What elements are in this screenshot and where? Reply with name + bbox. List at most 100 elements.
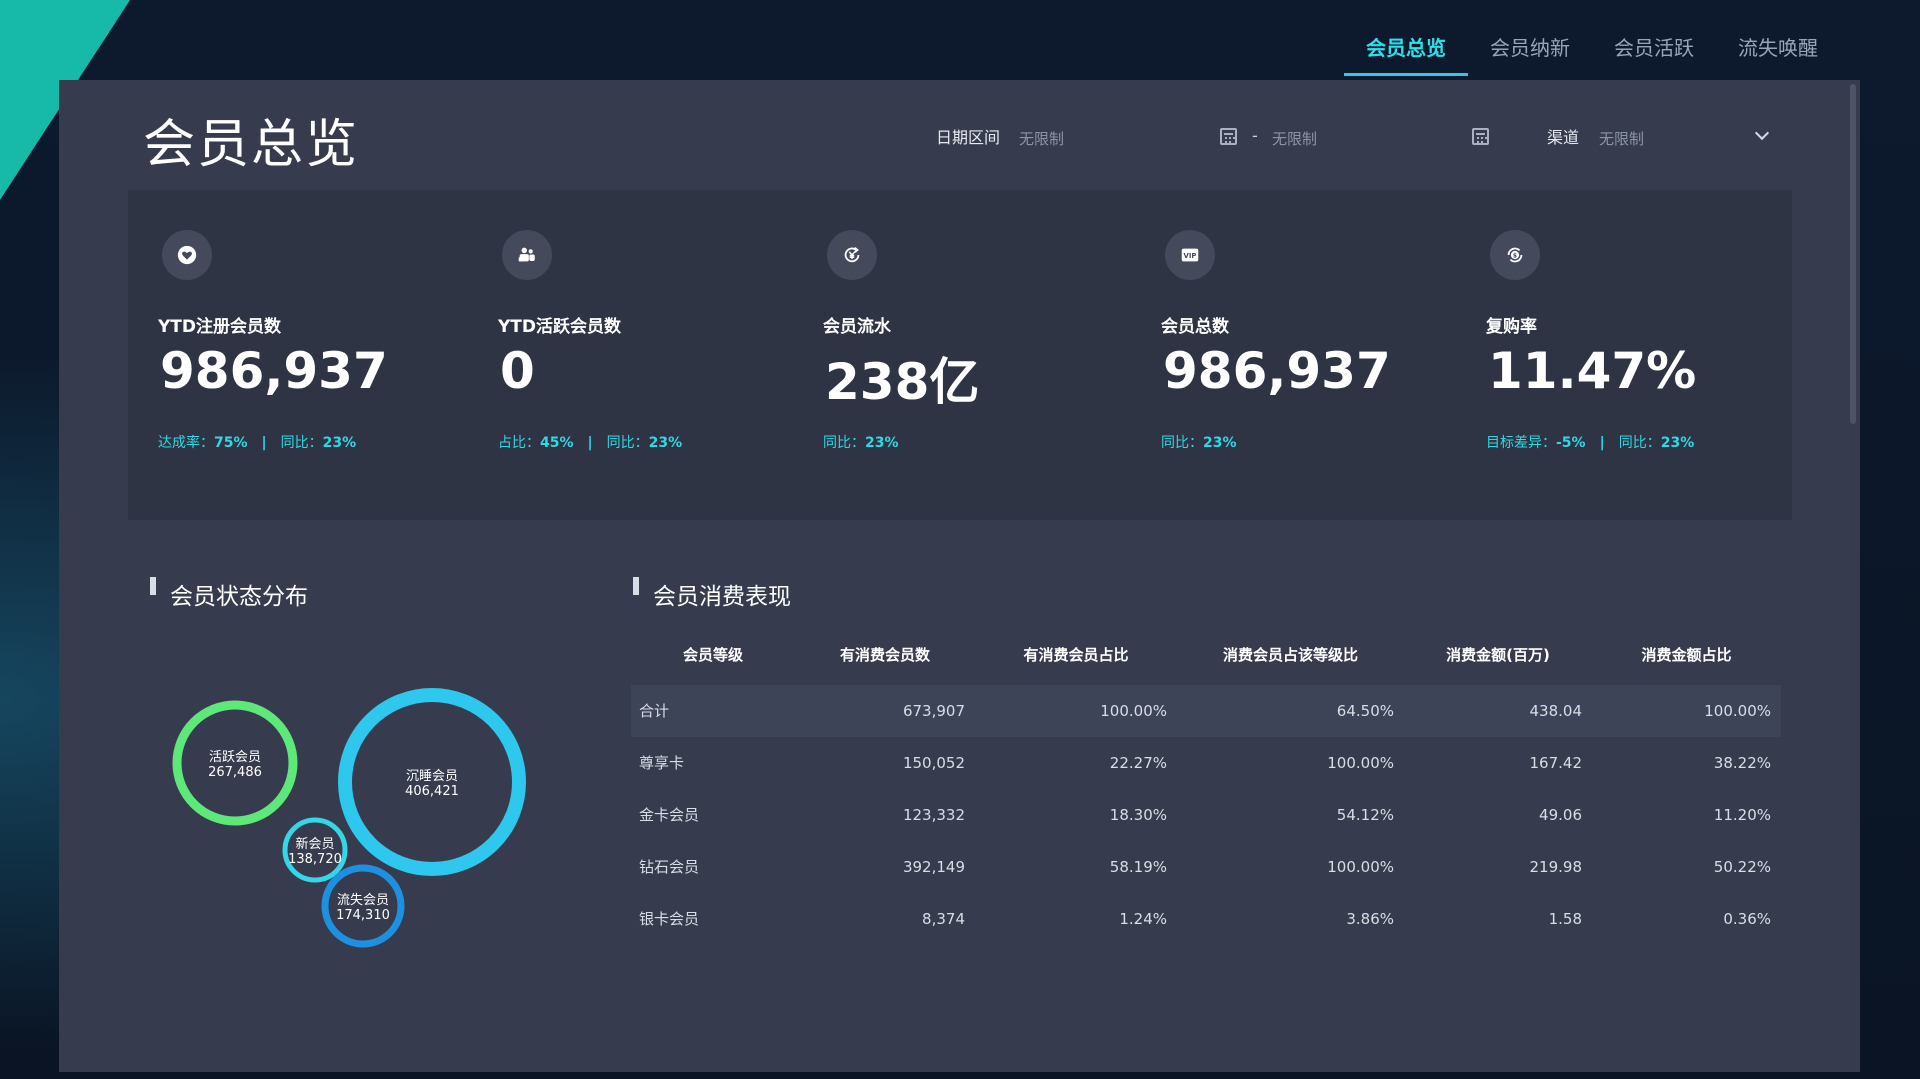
tab-churn-recovery[interactable]: 流失唤醒 — [1738, 36, 1818, 60]
bubble-label: 流失会员 — [337, 893, 389, 908]
table-cell: 38.22% — [1713, 754, 1771, 772]
kpi-label: 会员总数 — [1161, 317, 1229, 337]
kpi-value: 238亿 — [825, 353, 980, 411]
table-cell: 49.06 — [1539, 806, 1582, 824]
calendar-icon[interactable] — [1220, 128, 1237, 145]
bubble-value: 138,720 — [288, 852, 342, 867]
table-cell: 100.00% — [1327, 754, 1394, 772]
filter-bar: 日期区间 无限制 - 无限制 渠道 无限制 — [59, 122, 1860, 152]
kpi-value: 986,937 — [160, 342, 388, 400]
table-row: 银卡会员 8,374 1.24% 3.86% 1.58 0.36% — [631, 893, 1781, 945]
tab-activity[interactable]: 会员活跃 — [1614, 36, 1694, 60]
table-cell: 11.20% — [1713, 806, 1771, 824]
table-cell: 58.19% — [1109, 858, 1167, 876]
channel-label: 渠道 — [1547, 128, 1580, 147]
bubble-label: 活跃会员 — [209, 750, 261, 765]
table-cell: 1.58 — [1548, 910, 1582, 928]
table-cell: 673,907 — [902, 702, 965, 720]
table-cell: 22.27% — [1109, 754, 1167, 772]
users-icon — [502, 230, 552, 280]
channel-select[interactable]: 无限制 — [1599, 130, 1645, 148]
bubble[interactable] — [321, 864, 405, 948]
kpi-sub: 达成率：75% | 同比：23% — [158, 435, 357, 451]
table-cell: 3.86% — [1346, 910, 1394, 928]
table-cell: 100.00% — [1704, 702, 1771, 720]
kpi-label: 复购率 — [1486, 317, 1537, 337]
bubble-value: 406,421 — [405, 784, 459, 799]
table-cell: 合计 — [639, 702, 670, 720]
bubble-label: 沉睡会员 — [406, 769, 458, 784]
title-bar — [150, 577, 156, 595]
date-start-input[interactable]: 无限制 — [1019, 130, 1065, 148]
column-header: 消费金额(百万) — [1446, 646, 1550, 664]
table-cell: 54.12% — [1336, 806, 1394, 824]
main-panel: 会员总览 日期区间 无限制 - 无限制 渠道 无限制 YTD注册会员数 986,… — [59, 80, 1860, 1072]
scrollbar[interactable] — [1850, 84, 1856, 424]
table-cell: 64.50% — [1336, 702, 1394, 720]
kpi-card: YTD注册会员数 986,937 达成率：75% | 同比：23% YTD活跃会员数… — [128, 190, 1792, 520]
consumption-table: 会员等级 有消费会员数 有消费会员占比 消费会员占该等级比 消费金额(百万) 消… — [631, 625, 1781, 945]
bubble-value: 174,310 — [336, 908, 390, 923]
yuan-cycle-icon — [827, 230, 877, 280]
kpi-value: 11.47% — [1488, 342, 1697, 400]
kpi-sub: 目标差异：-5% | 同比：23% — [1486, 435, 1695, 451]
svg-text:$: $ — [1513, 252, 1517, 259]
chevron-down-icon[interactable] — [1754, 125, 1770, 141]
table-row-total: 合计 673,907 100.00% 64.50% 438.04 100.00% — [631, 685, 1781, 737]
svg-text:VIP: VIP — [1184, 252, 1197, 260]
page-title: 会员总览 — [143, 115, 360, 175]
table-cell: 219.98 — [1529, 858, 1583, 876]
title-bar — [633, 577, 639, 595]
table-cell: 438.04 — [1529, 702, 1583, 720]
table-cell: 123,332 — [902, 806, 965, 824]
table-row: 钻石会员 392,149 58.19% 100.00% 219.98 50.22% — [631, 841, 1781, 893]
date-end-input[interactable]: 无限制 — [1272, 130, 1318, 148]
bubble-label: 新会员 — [295, 836, 334, 852]
table-cell: 18.30% — [1109, 806, 1167, 824]
heart-icon — [162, 230, 212, 280]
table-body: 合计 673,907 100.00% 64.50% 438.04 100.00% 尊享卡 15… — [631, 685, 1781, 945]
table-row: 金卡会员 123,332 18.30% 54.12% 49.06 11.20% — [631, 789, 1781, 841]
bubble-chart: 活跃会员 267,486 沉睡会员 406,421 新会员 138,720 流失会员 174,… — [139, 665, 526, 955]
column-header: 有消费会员数 — [839, 646, 930, 664]
dollar-coin-icon: $ — [1490, 230, 1540, 280]
table-cell: 银卡会员 — [639, 910, 700, 928]
table-cell: 尊享卡 — [639, 754, 685, 772]
kpi-value: 986,937 — [1163, 342, 1391, 400]
table-cell: 金卡会员 — [639, 806, 700, 824]
date-range-label: 日期区间 — [936, 128, 1001, 147]
kpi-sub: 同比：23% — [823, 435, 899, 451]
kpi-sub: 占比：45% | 同比：23% — [498, 435, 683, 451]
tab-acquisition[interactable]: 会员纳新 — [1490, 36, 1570, 60]
table-cell: 1.24% — [1119, 910, 1167, 928]
table-row: 尊享卡 150,052 22.27% 100.00% 167.42 38.22% — [631, 737, 1781, 789]
kpi-label: YTD注册会员数 — [158, 317, 282, 337]
table-cell: 392,149 — [902, 858, 965, 876]
column-header: 消费会员占该等级比 — [1222, 646, 1358, 664]
kpi-value: 0 — [500, 342, 535, 400]
bubble[interactable] — [172, 700, 298, 826]
kpi-label: 会员流水 — [823, 317, 891, 337]
table-cell: 100.00% — [1327, 858, 1394, 876]
bubble[interactable] — [338, 688, 526, 876]
tab-overview[interactable]: 会员总览 — [1344, 28, 1468, 76]
status-section-title: 会员状态分布 — [150, 577, 308, 611]
consumption-section-title: 会员消费表现 — [633, 577, 791, 611]
calendar-icon[interactable] — [1472, 128, 1489, 145]
table-cell: 167.42 — [1529, 754, 1583, 772]
column-header: 消费金额占比 — [1641, 646, 1732, 664]
vip-icon: VIP — [1165, 230, 1215, 280]
kpi-label: YTD活跃会员数 — [498, 317, 622, 337]
bubble[interactable] — [282, 817, 348, 883]
date-separator: - — [1252, 126, 1258, 145]
table-cell: 100.00% — [1100, 702, 1167, 720]
column-header: 会员等级 — [682, 646, 743, 664]
table-cell: 50.22% — [1713, 858, 1771, 876]
table-cell: 150,052 — [902, 754, 965, 772]
bubble-value: 267,486 — [208, 765, 262, 780]
table-header: 会员等级 有消费会员数 有消费会员占比 消费会员占该等级比 消费金额(百万) 消… — [631, 625, 1781, 685]
table-cell: 0.36% — [1723, 910, 1771, 928]
table-cell: 钻石会员 — [639, 858, 700, 876]
table-cell: 8,374 — [922, 910, 965, 928]
kpi-sub: 同比：23% — [1161, 435, 1237, 451]
